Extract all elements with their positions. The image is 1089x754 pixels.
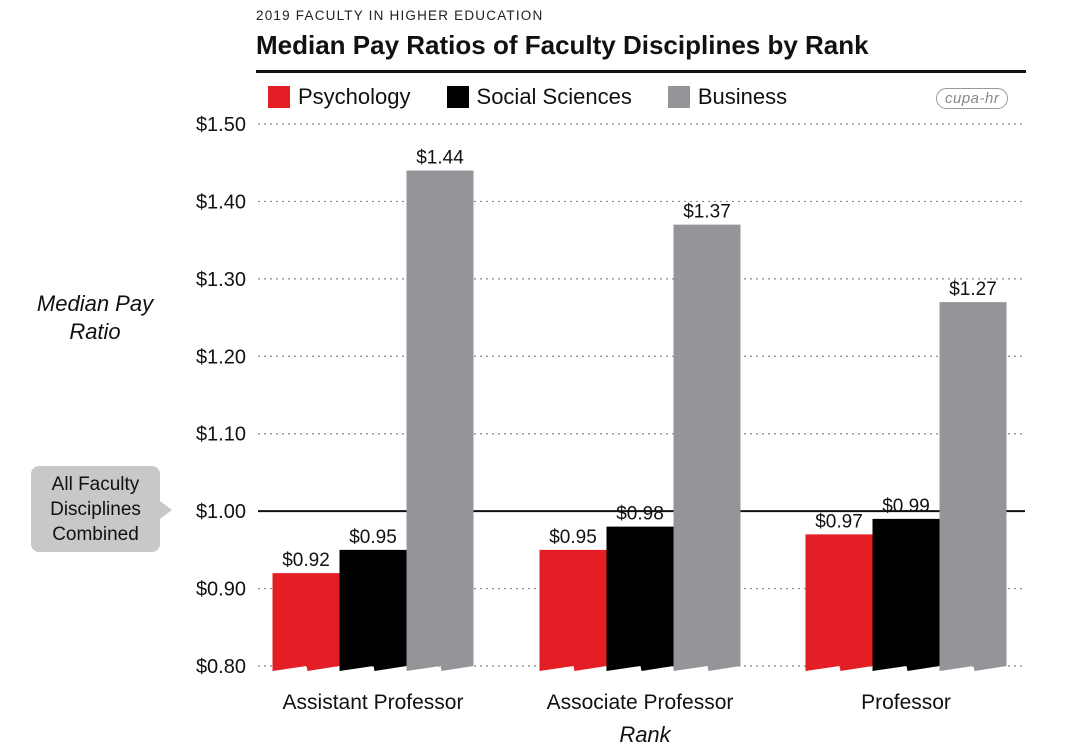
data-label-business-professor: $1.27 (949, 279, 997, 300)
bar-social-sciences-associate-professor (606, 526, 674, 671)
data-label-psychology-professor: $0.97 (815, 511, 863, 532)
bar-business-professor (939, 302, 1007, 671)
legend-label-social-sciences: Social Sciences (476, 84, 632, 109)
y-tick-label: $1.10 (196, 424, 246, 446)
y-tick-label: $0.80 (196, 656, 246, 678)
legend-swatch-business (667, 86, 690, 108)
legend-label-psychology: Psychology (298, 84, 411, 109)
data-label-social-sciences-associate-professor: $0.98 (616, 504, 664, 525)
legend-label-business: Business (697, 84, 788, 109)
bar-business-assistant-professor (406, 170, 474, 671)
data-label-business-associate-professor: $1.37 (683, 202, 731, 223)
x-axis-title: Rank (619, 722, 671, 747)
bar-social-sciences-assistant-professor (339, 549, 407, 671)
bar-psychology-associate-professor (539, 549, 607, 671)
reference-line-callout: All Faculty Disciplines Combined (31, 466, 160, 552)
chart-supertitle: 2019 FACULTY IN HIGHER EDUCATION (256, 8, 544, 23)
data-label-business-assistant-professor: $1.44 (416, 147, 464, 168)
bar-psychology-assistant-professor (272, 573, 340, 671)
bar-social-sciences-professor (872, 518, 940, 671)
legend-swatch-social-sciences (446, 86, 469, 108)
y-tick-label: $1.20 (196, 346, 246, 368)
data-label-psychology-associate-professor: $0.95 (549, 527, 597, 548)
legend-item-business: Business (667, 84, 788, 110)
y-tick-label: $1.30 (196, 269, 246, 291)
bar-business-associate-professor (673, 224, 741, 671)
y-axis-title: Median Pay Ratio (36, 291, 154, 344)
data-label-social-sciences-professor: $0.99 (882, 496, 930, 517)
chart-title: Median Pay Ratios of Faculty Disciplines… (256, 30, 869, 60)
legend-swatch-psychology (268, 86, 290, 108)
bar-psychology-professor (805, 534, 873, 671)
y-tick-label: $1.40 (196, 191, 246, 213)
data-label-psychology-assistant-professor: $0.92 (282, 550, 330, 571)
y-tick-label: $1.50 (196, 114, 246, 136)
reference-line-label: All Faculty Disciplines Combined (50, 473, 141, 545)
title-rule (256, 70, 1026, 73)
legend: Psychology Social Sciences Business (268, 84, 823, 110)
y-tick-label: $0.90 (196, 579, 246, 601)
x-category-label: Assistant Professor (283, 691, 464, 714)
x-category-label: Associate Professor (547, 691, 734, 714)
y-tick-label: $1.00 (196, 501, 246, 523)
callout-arrow (160, 501, 172, 519)
cupa-hr-logo: cupa-hr (936, 88, 1009, 109)
legend-item-psychology: Psychology (268, 84, 411, 110)
x-category-label: Professor (861, 691, 951, 714)
data-label-social-sciences-assistant-professor: $0.95 (349, 527, 397, 548)
legend-item-social-sciences: Social Sciences (446, 84, 632, 110)
